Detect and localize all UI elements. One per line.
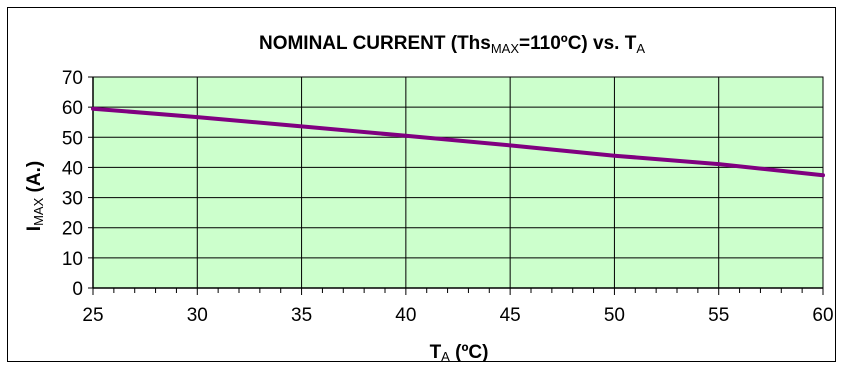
- y-tick-label: 50: [62, 128, 83, 149]
- y-tick-label: 0: [72, 279, 83, 300]
- x-tick-label: 35: [291, 305, 312, 326]
- y-axis-title-rest: (A.): [24, 161, 45, 198]
- series-line: [91, 106, 825, 178]
- x-tick-label: 50: [604, 305, 625, 326]
- chart-title-sub: MAX: [491, 41, 520, 56]
- y-tick-label: 70: [62, 68, 83, 89]
- axes: [88, 76, 824, 295]
- y-tick-label: 30: [62, 189, 83, 210]
- y-axis-title: IMAX (A.): [24, 161, 46, 231]
- y-tick-label: 60: [62, 98, 83, 119]
- x-axis-title-sub: A: [441, 349, 450, 364]
- chart-title-sub2: A: [636, 41, 645, 56]
- gridlines: [93, 76, 823, 288]
- chart-title-main: NOMINAL CURRENT (Ths: [259, 33, 491, 54]
- x-axis-title-rest: (ºC): [450, 342, 489, 363]
- plot-area: [92, 76, 824, 289]
- y-axis-title-sub: MAX: [31, 197, 46, 226]
- x-tick-label: 30: [187, 305, 208, 326]
- y-axis-title-main: I: [24, 226, 45, 231]
- x-tick-label: 40: [395, 305, 416, 326]
- chart-title-mid: =110ºC) vs. T: [519, 33, 637, 54]
- x-tick-label: 45: [500, 305, 521, 326]
- series: [91, 106, 825, 178]
- y-tick-label: 20: [62, 219, 83, 240]
- chart-title: NOMINAL CURRENT (ThsMAX=110ºC) vs. TA: [259, 33, 645, 56]
- y-tick-label: 40: [62, 158, 83, 179]
- x-tick-label: 60: [812, 305, 833, 326]
- x-axis-title: TA (ºC): [430, 342, 489, 364]
- tick-labels: 0 10 20 30 40 50 60 70 25 30 35 40 45 50 55 60: [62, 68, 834, 326]
- x-tick-label: 25: [82, 305, 103, 326]
- x-tick-label: 55: [708, 305, 729, 326]
- y-tick-label: 10: [62, 249, 83, 270]
- x-axis-title-main: T: [430, 342, 442, 363]
